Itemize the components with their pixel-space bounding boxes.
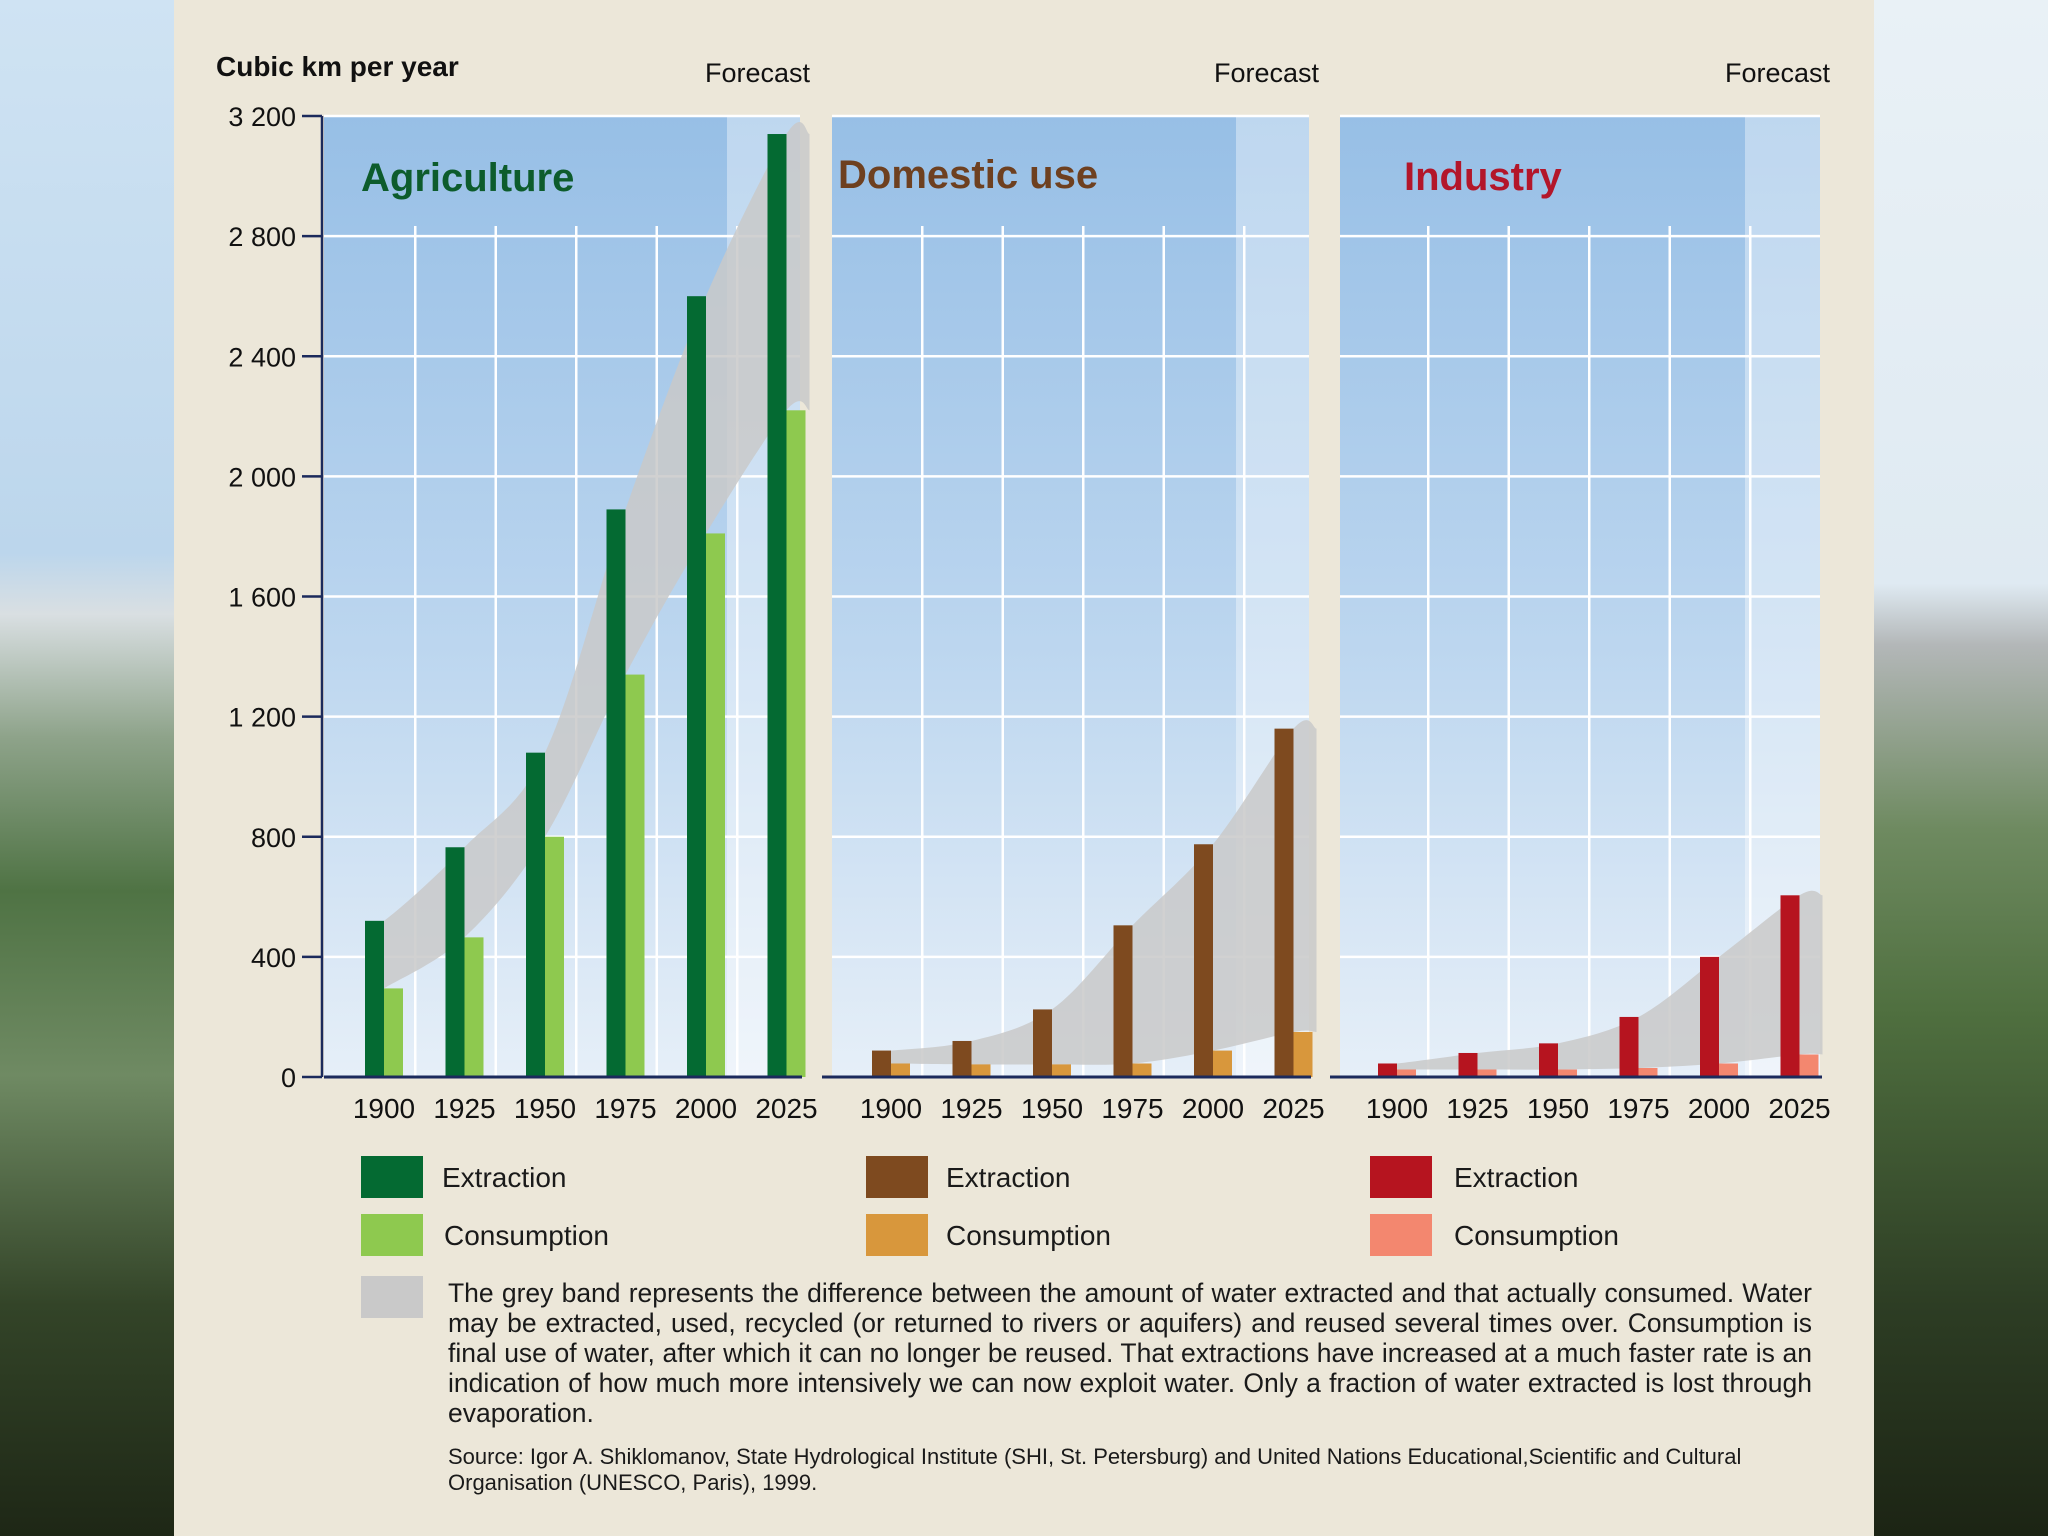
legend-domestic-consumption-label: Consumption [946, 1220, 1111, 1251]
legend-agriculture-extraction-swatch [361, 1156, 423, 1198]
bar-extraction-2000 [1194, 844, 1213, 1077]
bar-consumption-1900 [384, 988, 403, 1077]
bar-extraction-1925 [445, 847, 465, 1077]
bar-consumption-1900 [1397, 1069, 1416, 1077]
panel-title: Domestic use [838, 153, 1098, 197]
bar-consumption-1975 [1132, 1063, 1152, 1077]
legend-domestic-extraction-swatch [866, 1156, 928, 1198]
bar-consumption-1950 [545, 836, 564, 1077]
bar-consumption-2000 [1213, 1050, 1232, 1077]
bar-extraction-1900 [365, 920, 384, 1077]
y-tick-label: 3 200 [228, 102, 296, 132]
bar-extraction-1950 [1539, 1043, 1558, 1077]
x-tick-label: 1975 [594, 1093, 656, 1124]
panel-agriculture: Agriculture Forecast 1900 1925 1950 1975 2000 2… [324, 58, 818, 1124]
bar-consumption-1925 [1477, 1069, 1497, 1077]
legend-agriculture-consumption-swatch [361, 1214, 423, 1256]
x-tick-label: 1925 [940, 1093, 1002, 1124]
x-tick-label: 1900 [860, 1093, 922, 1124]
y-tick-label: 1 200 [228, 703, 296, 733]
x-tick-label: 2025 [1768, 1093, 1830, 1124]
y-tick-label: 1 600 [228, 583, 296, 613]
x-tick-label: 1925 [433, 1093, 495, 1124]
legend-domestic-extraction-label: Extraction [946, 1162, 1071, 1193]
legend-industry-consumption-swatch [1370, 1214, 1432, 1256]
y-tick-label: 400 [251, 943, 296, 973]
y-tick-label: 800 [251, 823, 296, 853]
y-tick-label: 0 [281, 1063, 296, 1093]
y-tick-label: 2 400 [228, 342, 296, 372]
bar-extraction-2000 [1700, 956, 1719, 1077]
bar-extraction-2025 [1780, 895, 1800, 1077]
y-tick-label: 2 800 [228, 222, 296, 252]
x-tick-label: 1900 [1366, 1093, 1428, 1124]
legend-industry-extraction-swatch [1370, 1156, 1432, 1198]
legend-agriculture-consumption-label: Consumption [444, 1220, 609, 1251]
bar-consumption-1950 [1052, 1064, 1071, 1077]
panel-industry: Industry Forecast 1900 1925 1950 1975 2000 2025 [1330, 58, 1831, 1124]
bar-extraction-1975 [606, 509, 626, 1077]
panel-title: Agriculture [361, 156, 574, 200]
grey-band-explanation: The grey band represents the difference … [448, 1278, 1812, 1428]
bar-extraction-2025 [767, 134, 787, 1078]
x-tick-label: 1925 [1446, 1093, 1508, 1124]
legend-agriculture-extraction-label: Extraction [442, 1162, 567, 1193]
y-axis-label: Cubic km per year [216, 51, 459, 82]
forecast-label: Forecast [1214, 58, 1320, 88]
legend-industry-consumption-label: Consumption [1454, 1220, 1619, 1251]
bar-extraction-1950 [1033, 1009, 1052, 1077]
bar-extraction-2000 [687, 296, 706, 1077]
x-tick-label: 2000 [675, 1093, 737, 1124]
x-tick-label: 1950 [1527, 1093, 1589, 1124]
bar-consumption-2000 [706, 533, 725, 1077]
legend-grey-band-swatch [361, 1276, 423, 1318]
bar-extraction-1925 [1458, 1052, 1478, 1077]
bar-extraction-1975 [1619, 1016, 1639, 1077]
background-photo-right [1872, 0, 2048, 1536]
legend-domestic-consumption-swatch [866, 1214, 928, 1256]
bar-extraction-2025 [1274, 728, 1294, 1077]
bar-consumption-1925 [971, 1064, 991, 1077]
bar-extraction-1900 [872, 1050, 891, 1077]
background-photo-left [0, 0, 176, 1536]
x-tick-label: 2000 [1688, 1093, 1750, 1124]
source-citation: Source: Igor A. Shiklomanov, State Hydro… [448, 1444, 1742, 1495]
forecast-label: Forecast [1725, 58, 1831, 88]
bar-extraction-1950 [526, 752, 545, 1077]
bar-consumption-2025 [1293, 1031, 1313, 1077]
x-tick-label: 2025 [1262, 1093, 1324, 1124]
x-tick-label: 1975 [1101, 1093, 1163, 1124]
forecast-label: Forecast [705, 58, 811, 88]
bar-consumption-1950 [1558, 1069, 1577, 1077]
x-tick-label: 2025 [755, 1093, 817, 1124]
bar-consumption-1975 [625, 674, 645, 1077]
panel-domestic-use: Domestic use Forecast 1900 1925 1950 1975 2000… [822, 58, 1325, 1124]
bar-consumption-1925 [464, 937, 484, 1077]
bar-extraction-1900 [1378, 1063, 1397, 1077]
x-tick-label: 1975 [1607, 1093, 1669, 1124]
bar-extraction-1975 [1113, 925, 1133, 1077]
bar-consumption-1975 [1638, 1067, 1658, 1077]
x-tick-label: 1900 [353, 1093, 415, 1124]
bar-consumption-2000 [1719, 1063, 1738, 1077]
x-tick-label: 2000 [1182, 1093, 1244, 1124]
bar-consumption-2025 [786, 410, 806, 1077]
x-tick-label: 1950 [514, 1093, 576, 1124]
legend-industry-extraction-label: Extraction [1454, 1162, 1579, 1193]
x-tick-label: 1950 [1021, 1093, 1083, 1124]
panel-title: Industry [1404, 155, 1563, 199]
bar-extraction-1925 [952, 1040, 972, 1077]
bar-consumption-1900 [891, 1063, 910, 1077]
bar-consumption-2025 [1799, 1054, 1819, 1077]
y-tick-label: 2 000 [228, 462, 296, 492]
